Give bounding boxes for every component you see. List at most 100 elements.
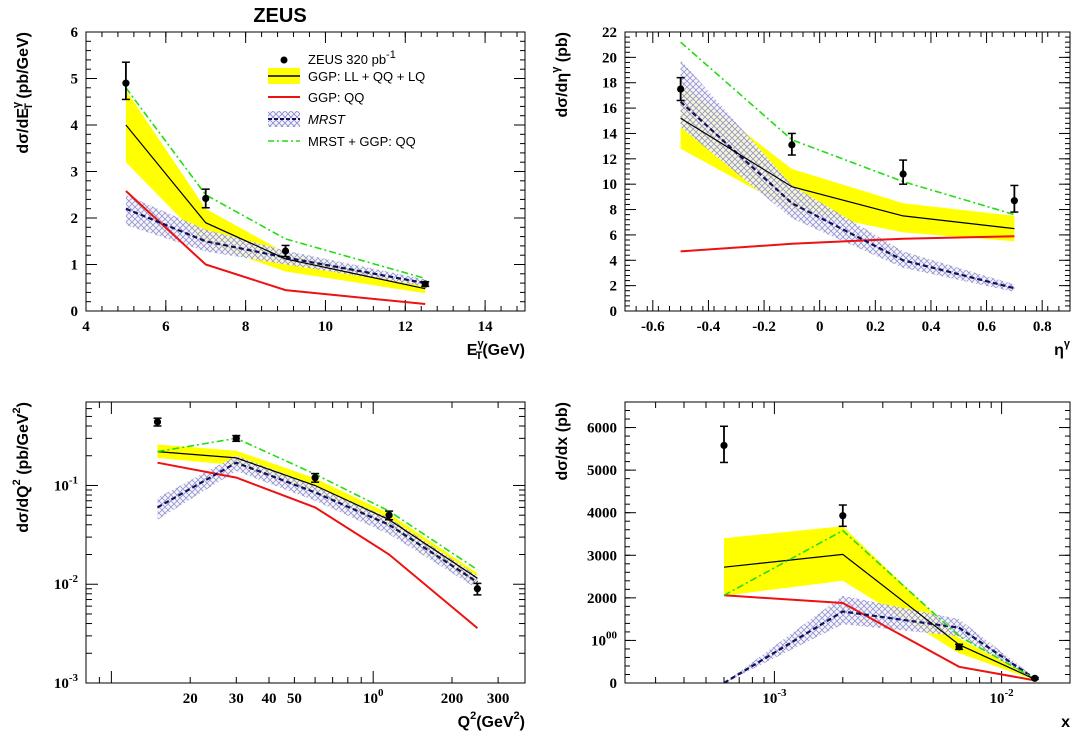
x-tick-label-base: 10	[363, 691, 378, 707]
data-point	[899, 159, 908, 185]
data-point	[421, 280, 430, 288]
label-main: η	[1054, 342, 1064, 359]
mrst-band	[125, 194, 426, 287]
legend-mrst-qq-label: MRST + GGP: QQ	[308, 134, 416, 149]
data-point	[153, 417, 162, 427]
label-unit: (pb/GeV)	[15, 32, 32, 103]
x-tick-label-base: 10	[762, 691, 777, 707]
qq-line	[125, 190, 426, 305]
y-tick-label: 4000	[587, 506, 617, 522]
ticks	[85, 402, 525, 684]
x-axis-label: ηγ	[1054, 338, 1071, 359]
data-marker	[122, 79, 130, 87]
label-sup: γ	[11, 101, 23, 108]
x-tick-label: 12	[398, 319, 413, 335]
y-tick-label: 2	[610, 279, 618, 295]
data-marker	[421, 280, 429, 288]
y-tick-label: 1	[71, 258, 79, 274]
plot-area	[121, 61, 430, 305]
ticks	[85, 31, 525, 312]
data-point	[201, 188, 210, 209]
data-point	[676, 76, 685, 102]
label-sup: 2	[470, 710, 476, 722]
y-tick-label-exp: -2	[69, 573, 79, 585]
y-tick-label-base: 10	[54, 478, 69, 494]
y-tick-label: 14	[602, 126, 618, 142]
label-sup: γ	[477, 338, 484, 350]
data-marker	[677, 85, 685, 93]
y-axis-label: dσ/dηγ (pb)	[550, 32, 571, 118]
x-tick-label: 6	[162, 319, 170, 335]
data-marker	[153, 418, 162, 426]
plot-frame	[624, 401, 1071, 684]
data-marker	[788, 141, 796, 149]
x-tick-label: 50	[287, 691, 302, 707]
y-tick-label-base: 10	[54, 676, 69, 692]
x-tick-label: 0.4	[922, 319, 941, 335]
plot-area	[719, 425, 1039, 683]
panel-xbj: 10-3 10-20100020003000400050006000xdσ/dx …	[554, 401, 1071, 731]
x-tick-label: -0.6	[641, 319, 665, 335]
plot-frame	[85, 401, 526, 684]
label-main: Q	[458, 714, 470, 731]
plot-area	[153, 417, 482, 629]
data-point	[955, 643, 964, 651]
label-unit: (pb)	[554, 402, 571, 437]
y-tick-label: 3000	[587, 548, 617, 564]
data-point	[838, 504, 847, 528]
x-tick-label: 0.8	[1033, 319, 1052, 335]
x-axis-label: Eγ T(GeV)	[467, 338, 525, 362]
y-tick-label: 4	[71, 118, 79, 134]
x-tick-label-exp: -3	[777, 687, 787, 699]
x-tick-label: 10	[318, 319, 333, 335]
y-axis-label: dσ/dEγT (pb/GeV)	[11, 32, 35, 154]
y-tick-label: 2000	[587, 591, 617, 607]
panel-q2: 20 30 40 50 100 200 30010-310-210-1Q2(GeV2)dσ/…	[11, 401, 526, 731]
x-tick-label: 14	[478, 319, 494, 335]
label-unit: (pb/GeV	[15, 413, 32, 479]
y-tick-label: 1000	[591, 629, 618, 649]
x-tick-label: 0	[816, 319, 824, 335]
x-tick-label: 0.2	[866, 319, 885, 335]
x-tick-label: 8	[242, 319, 250, 335]
data-marker	[232, 434, 240, 442]
y-tick-label: 6	[610, 228, 618, 244]
legend: ZEUS 320 pb-1 GGP: LL + QQ + LQ GGP: QQ MRS…	[268, 49, 425, 149]
legend-mrst-label: MRST	[308, 112, 346, 127]
x-tick-label: 300	[487, 691, 510, 707]
y-tick-label: 5	[71, 72, 79, 88]
data-point	[1010, 184, 1019, 213]
x-tick-label: 10-2	[990, 687, 1015, 707]
y-tick-label-base: 10	[54, 577, 69, 593]
label-sup: γ	[550, 66, 562, 73]
qq-line	[723, 594, 1035, 682]
legend-data-label: ZEUS 320 pb-1	[308, 49, 396, 67]
data-marker	[720, 441, 728, 450]
x-tick-label-exp: -2	[1005, 687, 1015, 699]
y-tick-label: 18	[602, 76, 617, 92]
x-tick-label: 10-3	[762, 687, 787, 707]
data-marker	[839, 512, 847, 520]
label-main: E	[467, 342, 478, 359]
x-tick-label: 20	[183, 691, 198, 707]
data-point	[787, 132, 796, 156]
y-tick-label: 16	[602, 101, 618, 117]
label-unit-end: )	[15, 402, 32, 407]
x-axis-label: Q2(GeV2)	[458, 710, 525, 731]
y-tick-label: 8	[610, 203, 618, 219]
data-marker	[955, 643, 963, 651]
mrst-band	[724, 595, 1035, 683]
x-tick-label: -0.2	[752, 319, 776, 335]
data-marker	[281, 247, 290, 255]
label-unit: (GeV)	[482, 342, 525, 359]
x-tick-label: 4	[82, 319, 90, 335]
label-unit: (pb)	[554, 32, 571, 67]
mrst-qq-line	[125, 87, 426, 280]
mrst-line	[125, 207, 426, 285]
y-tick-label-base: 10	[591, 633, 606, 649]
data-marker	[1031, 674, 1039, 682]
y-axis-label: dσ/dx (pb)	[554, 402, 571, 481]
y-tick-label: 6	[71, 25, 79, 41]
y-axis-label: dσ/dQ2 (pb/GeV2)	[11, 402, 32, 533]
data-point	[1030, 674, 1039, 682]
